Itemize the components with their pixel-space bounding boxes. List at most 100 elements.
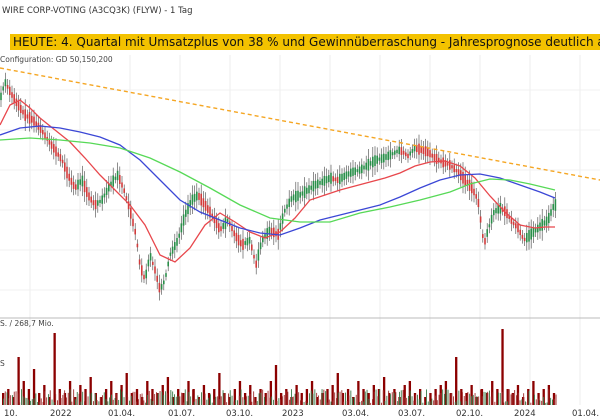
volume-bar	[118, 399, 120, 405]
candle-body	[28, 112, 31, 124]
line-ma50	[0, 99, 555, 263]
volume-bar	[12, 397, 15, 405]
candle-body	[160, 284, 163, 290]
volume-bar	[53, 402, 55, 405]
candle-body	[163, 280, 165, 285]
candle-body	[88, 192, 90, 201]
x-axis-ticks: 10. 2022 01.04. 01.07. 03.10. 2023 03.04. 03.07…	[4, 409, 599, 419]
volume-bar	[508, 389, 510, 405]
volume-bar	[46, 397, 48, 405]
volume-bar	[166, 393, 168, 405]
volume-bar	[174, 394, 175, 405]
volume-bar	[345, 392, 346, 405]
volume-bar	[318, 395, 319, 405]
candle-body	[136, 243, 139, 248]
candle-body	[312, 180, 315, 192]
candle-body	[240, 240, 242, 247]
candle-body	[262, 235, 264, 243]
candle-body	[248, 236, 251, 244]
x-tick-label: 03.04.	[342, 409, 369, 419]
candle-body	[365, 162, 367, 170]
candle-body	[319, 180, 321, 185]
candle-body	[361, 164, 363, 174]
volume-bar	[440, 393, 442, 405]
candle-body	[257, 249, 260, 261]
candle-body	[198, 192, 200, 200]
volume-bar	[94, 393, 97, 405]
volume-bar	[490, 396, 492, 405]
candle-body	[253, 254, 255, 259]
volume-bar	[253, 391, 255, 405]
volume-bar	[135, 389, 139, 405]
volume-bar	[231, 395, 233, 405]
volume-bar	[348, 395, 350, 405]
volume-bar	[134, 391, 136, 405]
volume-bar	[154, 394, 156, 405]
volume-bar	[512, 393, 514, 405]
candle-body	[422, 146, 425, 155]
volume-bar	[76, 391, 78, 405]
candle-body	[189, 200, 191, 208]
candle-body	[523, 237, 526, 242]
volume-bar	[172, 391, 174, 405]
candle-body	[317, 179, 319, 189]
volume-bar	[300, 400, 301, 405]
volume-bar	[19, 402, 21, 405]
volume-bar	[388, 393, 391, 405]
news-banner-text: HEUTE: 4. Quartal mit Umsatzplus von 38 …	[13, 35, 600, 49]
volume-bar	[451, 393, 453, 405]
volume-bar	[51, 399, 53, 405]
candle-body	[455, 169, 458, 173]
volume-bar	[8, 398, 10, 405]
volume-bar	[156, 392, 157, 405]
candle-body	[451, 165, 453, 169]
volume-bar	[233, 401, 235, 405]
candle-body	[435, 153, 438, 164]
volume-bar	[102, 395, 103, 405]
volume-bar	[310, 390, 312, 405]
candle-body	[374, 155, 376, 166]
candle-body	[354, 167, 356, 175]
candle-body	[526, 232, 528, 243]
volume-bar	[496, 389, 499, 405]
volume-bar	[336, 373, 339, 405]
candle-body	[255, 260, 257, 268]
candle-body	[83, 180, 86, 193]
news-banner[interactable]: HEUTE: 4. Quartal mit Umsatzplus von 38 …	[10, 34, 600, 50]
volume-bar	[465, 393, 468, 405]
volume-bar	[397, 401, 399, 405]
volume-bar	[202, 385, 206, 405]
volume-bar	[503, 402, 505, 405]
candle-body	[497, 204, 499, 214]
candle-body	[433, 154, 436, 161]
volume-bar	[150, 398, 152, 405]
volume-bar	[458, 390, 460, 405]
candle-body	[112, 175, 114, 187]
candle-body	[512, 222, 515, 226]
volume-bar	[161, 385, 164, 405]
candle-body	[341, 173, 343, 182]
volume-bar	[156, 393, 159, 405]
volume-bar	[147, 394, 148, 405]
candle-body	[352, 167, 354, 176]
volume-bar	[366, 389, 368, 405]
volume-bar	[201, 392, 202, 405]
volume-bar	[519, 400, 521, 405]
candle-body	[310, 185, 312, 190]
volume-bar	[316, 397, 319, 405]
volume-bar	[337, 392, 339, 405]
volume-bar	[57, 400, 58, 405]
volume-bar	[362, 389, 365, 405]
volume-bar	[483, 391, 485, 405]
candle-body	[92, 200, 95, 206]
candle-body	[462, 171, 464, 184]
volume-bar	[507, 401, 508, 405]
volume-bar	[265, 401, 267, 405]
volume-bar	[84, 389, 87, 405]
volume-bar	[271, 396, 273, 405]
candle-body	[64, 162, 66, 172]
candle-body	[187, 203, 189, 215]
candle-body	[321, 178, 323, 186]
volume-bar	[332, 400, 334, 405]
volume-bar	[334, 392, 336, 405]
